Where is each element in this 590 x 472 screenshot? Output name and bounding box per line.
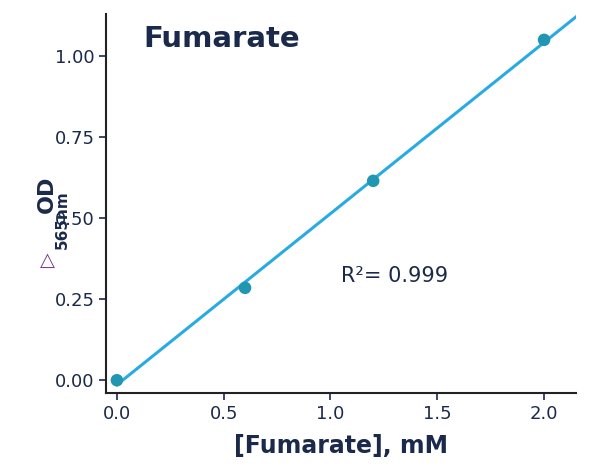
Text: R²= 0.999: R²= 0.999 bbox=[341, 267, 448, 287]
Text: Fumarate: Fumarate bbox=[144, 25, 300, 53]
Point bbox=[112, 377, 122, 384]
Point bbox=[369, 177, 378, 185]
Text: 565nm: 565nm bbox=[54, 191, 70, 249]
Point bbox=[539, 36, 549, 43]
Text: OD: OD bbox=[37, 176, 57, 213]
X-axis label: [Fumarate], mM: [Fumarate], mM bbox=[234, 434, 448, 458]
Text: △: △ bbox=[40, 251, 55, 270]
Point bbox=[240, 284, 250, 292]
